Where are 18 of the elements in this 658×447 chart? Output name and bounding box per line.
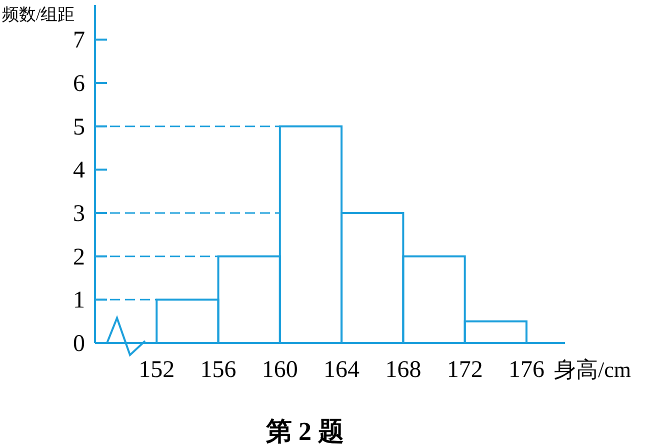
text: 第 2 题 (265, 417, 344, 446)
x-tick-label: 176 (508, 357, 544, 383)
x-tick-label: 168 (385, 357, 422, 383)
y-tick-label: 4 (73, 158, 85, 184)
y-tick-label: 5 (73, 114, 85, 140)
y-tick-label: 6 (73, 71, 85, 97)
x-tick-label: 160 (262, 357, 298, 383)
x-tick-label: 164 (324, 357, 360, 383)
x-axis-title: 身高/cm (554, 357, 631, 382)
x-tick-label: 156 (200, 357, 236, 383)
y-tick-label: 1 (73, 288, 85, 314)
y-tick-label: 7 (73, 28, 85, 54)
x-tick-label: 152 (138, 357, 175, 383)
y-tick-label: 0 (73, 331, 85, 357)
y-axis-title: 频数/组距 (2, 5, 75, 24)
y-tick-label: 3 (73, 201, 85, 227)
y-tick-label: 2 (73, 244, 85, 270)
x-tick-label: 172 (446, 357, 483, 383)
